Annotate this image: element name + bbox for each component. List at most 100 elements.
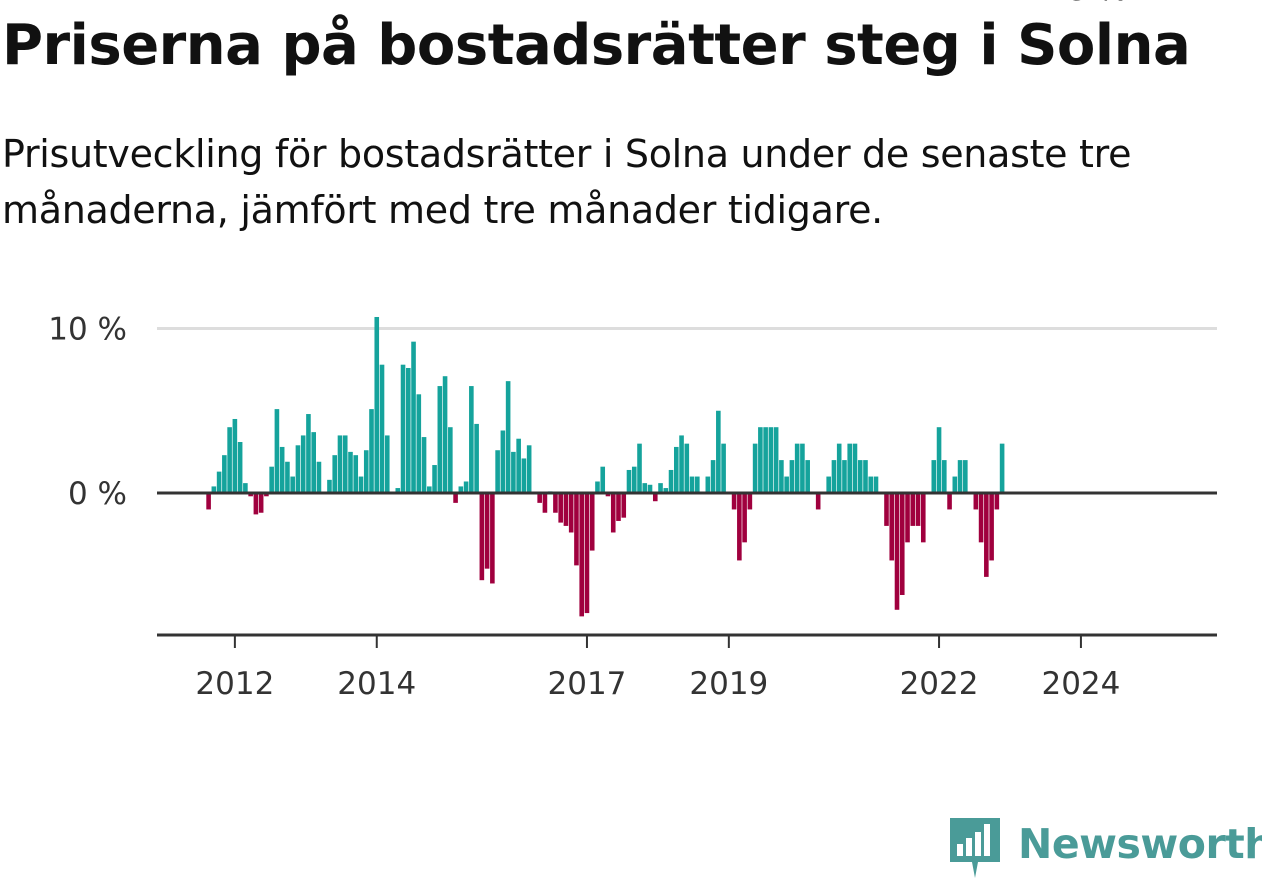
bar-positive (327, 479, 332, 493)
bar-positive (400, 364, 406, 493)
bar-positive (495, 450, 500, 493)
bar-positive (873, 476, 879, 493)
bar-negative (915, 493, 921, 526)
bar-positive (211, 486, 217, 493)
bar-negative (973, 493, 979, 510)
bar-positive (342, 435, 348, 493)
bar-negative (899, 493, 905, 595)
bar-positive (805, 460, 810, 493)
newsworthy-logo-text: Newsworthy (1018, 820, 1262, 868)
bar-positive (695, 476, 700, 493)
x-tick-label: 2022 (900, 666, 979, 702)
bar-negative (621, 493, 627, 518)
bar-positive (448, 427, 453, 493)
bar-positive (631, 466, 637, 493)
chart-subtitle: Prisutveckling för bostadsrätter i Solna… (2, 132, 1132, 232)
bar-negative (253, 493, 259, 515)
bar-positive (773, 427, 779, 493)
bar-positive (511, 451, 516, 494)
annotations: 3 % (1068, 0, 1127, 8)
bar-positive (285, 461, 290, 493)
bar-positive (931, 460, 937, 493)
bar-positive (626, 469, 632, 493)
bar-positive (595, 481, 600, 493)
bar-positive (779, 460, 784, 493)
bar-positive (442, 376, 448, 493)
bar-positive (405, 367, 411, 493)
bar-positive (684, 443, 690, 493)
bar-positive (689, 476, 695, 493)
bar-negative (947, 493, 952, 510)
y-tick-labels: 0 % 10 % (48, 312, 127, 513)
y-tick-label: 10 % (48, 312, 127, 348)
bars (206, 316, 1005, 617)
bar-positive (290, 476, 295, 493)
bar-negative (742, 493, 747, 543)
bar-positive (279, 446, 285, 493)
bar-positive (526, 445, 532, 493)
bar-negative (894, 493, 900, 610)
x-ticks: 2012 2014 2017 2019 2022 2024 (195, 635, 1120, 702)
bar-positive (232, 418, 238, 493)
bar-negative (747, 493, 753, 510)
bar-negative (537, 493, 542, 503)
bar-positive (642, 483, 648, 493)
bar-positive (374, 316, 380, 493)
bar-positive (668, 469, 674, 493)
bar-positive (243, 483, 248, 493)
bar-positive (963, 460, 968, 493)
bar-negative (605, 493, 611, 497)
bar-negative (574, 493, 579, 566)
bar-positive (710, 460, 716, 493)
bar-positive (521, 458, 527, 493)
bar-positive (348, 451, 353, 494)
bar-positive (663, 488, 669, 493)
y-tick-label: 0 % (68, 476, 127, 512)
bar-positive (852, 443, 858, 493)
bar-negative (248, 493, 253, 497)
bar-positive (705, 476, 711, 493)
bar-negative (568, 493, 574, 533)
bar-positive (999, 443, 1005, 493)
bar-negative (563, 493, 569, 526)
bar-positive (500, 430, 506, 493)
bar-positive (763, 427, 768, 493)
bar-negative (610, 493, 616, 533)
bar-positive (942, 460, 947, 493)
bar-positive (237, 442, 243, 493)
bar-positive (337, 435, 343, 493)
bar-negative (652, 493, 658, 502)
bar-negative (558, 493, 563, 523)
bar-negative (884, 493, 889, 526)
bar-positive (295, 445, 301, 493)
bar-negative (905, 493, 910, 543)
bar-positive (842, 460, 847, 493)
bar-positive (658, 483, 663, 493)
bar-positive (647, 484, 653, 493)
bar-positive (269, 466, 274, 493)
bar-negative (920, 493, 926, 543)
bar-positive (395, 488, 401, 493)
bar-positive (847, 443, 853, 493)
chart-title: Priserna på bostadsrätter steg i Solna (2, 13, 1191, 78)
bar-positive (936, 427, 942, 493)
bar-positive (768, 427, 774, 493)
x-tick-label: 2019 (689, 666, 768, 702)
bar-negative (815, 493, 821, 510)
bar-negative (490, 493, 495, 584)
bar-positive (306, 414, 311, 493)
bar-positive (432, 465, 437, 493)
newsworthy-logo: Newsworthy (950, 818, 1262, 880)
bar-positive (474, 423, 479, 493)
x-tick-label: 2012 (195, 666, 274, 702)
x-tick-label: 2014 (337, 666, 416, 702)
bar-positive (379, 364, 385, 493)
bar-negative (206, 493, 211, 510)
bar-positive (721, 443, 726, 493)
bar-negative (553, 493, 558, 513)
bar-negative (579, 493, 585, 617)
bar-negative (484, 493, 490, 569)
bar-positive (516, 438, 521, 493)
bar-negative (584, 493, 590, 614)
